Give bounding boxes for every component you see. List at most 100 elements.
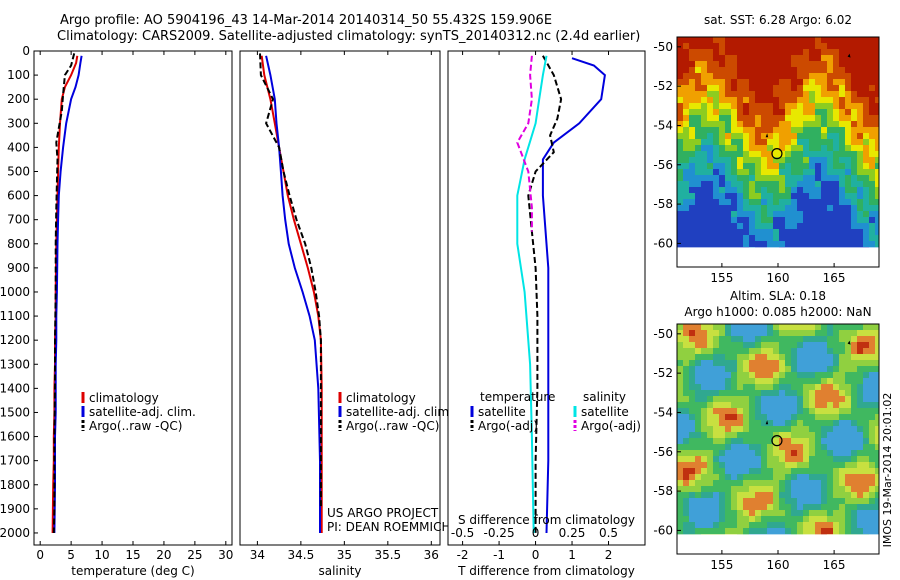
map-cell (845, 157, 851, 163)
map-cell (677, 528, 683, 534)
map-cell (851, 516, 857, 522)
map-cell (761, 115, 767, 121)
map-cell (869, 163, 875, 169)
map-cell (719, 115, 725, 121)
map-cell (845, 432, 851, 438)
map-cell (857, 43, 863, 49)
map-cell (851, 354, 857, 360)
map-cell (809, 444, 815, 450)
map-cell (761, 510, 767, 516)
map-cell (677, 205, 683, 211)
map-cell (767, 324, 773, 330)
map-cell (815, 133, 821, 139)
map-cell (689, 390, 695, 396)
map-cell (833, 121, 839, 127)
map-cell (815, 414, 821, 420)
map-cell (791, 79, 797, 85)
map-cell (683, 115, 689, 121)
map-cell (809, 211, 815, 217)
map-cell (857, 534, 863, 535)
map-cell (773, 157, 779, 163)
map-cell (863, 217, 869, 223)
map-cell (797, 378, 803, 384)
map-cell (737, 402, 743, 408)
map-cell (833, 378, 839, 384)
map-cell (761, 49, 767, 55)
map-cell (677, 169, 683, 175)
map-cell (803, 223, 809, 229)
map-cell (869, 486, 875, 492)
map-cell (713, 528, 719, 534)
map-cell (779, 67, 785, 73)
map-cell (851, 115, 857, 121)
map-cell (677, 121, 683, 127)
map-cell (749, 336, 755, 342)
map-cell (785, 67, 791, 73)
map-cell (875, 414, 879, 420)
map-cell (773, 426, 779, 432)
map-cell (695, 175, 701, 181)
map-cell (809, 390, 815, 396)
map-cell (815, 408, 821, 414)
profile-title: Argo profile: AO 5904196_43 14-Mar-2014 … (60, 13, 553, 28)
map-cell (851, 522, 857, 528)
map-cell (791, 510, 797, 516)
map-cell (755, 366, 761, 372)
map-cell (845, 492, 851, 498)
map-cell (689, 492, 695, 498)
map-cell (677, 480, 683, 486)
map-cell (791, 342, 797, 348)
map-cell (863, 342, 869, 348)
map-cell (827, 432, 833, 438)
map-cell (689, 247, 695, 248)
map-cell (707, 127, 713, 133)
map-cell (779, 235, 785, 241)
map-cell (743, 187, 749, 193)
map-cell (785, 121, 791, 127)
map-cell (743, 211, 749, 217)
map-cell (695, 324, 701, 330)
map-cell (695, 330, 701, 336)
map-cell (803, 181, 809, 187)
map-cell (815, 79, 821, 85)
map-cell (731, 534, 737, 535)
map-cell (737, 438, 743, 444)
map-cell (833, 73, 839, 79)
map-cell (761, 163, 767, 169)
map-cell (791, 151, 797, 157)
map-cell (779, 348, 785, 354)
map-cell (827, 516, 833, 522)
map-cell (767, 516, 773, 522)
map-cell (761, 336, 767, 342)
map-cell (809, 67, 815, 73)
map-cell (731, 402, 737, 408)
map-cell (851, 139, 857, 145)
map-y-tick-label: -58 (653, 484, 673, 498)
map-cell (725, 121, 731, 127)
map-cell (797, 360, 803, 366)
series-line-argo-raw-qc- (259, 53, 322, 509)
map-cell (731, 516, 737, 522)
map-cell (791, 384, 797, 390)
map-cell (713, 486, 719, 492)
map-cell (797, 85, 803, 91)
map-cell (809, 330, 815, 336)
map-cell (737, 127, 743, 133)
map-cell (773, 510, 779, 516)
map-cell (797, 336, 803, 342)
map-cell (851, 169, 857, 175)
map-cell (731, 61, 737, 67)
map-cell (755, 492, 761, 498)
map-cell (845, 438, 851, 444)
map-cell (797, 235, 803, 241)
map-cell (713, 151, 719, 157)
map-cell (797, 139, 803, 145)
map-cell (773, 235, 779, 241)
map-cell (851, 79, 857, 85)
map-cell (719, 193, 725, 199)
map-cell (731, 366, 737, 372)
map-cell (749, 247, 755, 248)
map-cell (875, 175, 879, 181)
